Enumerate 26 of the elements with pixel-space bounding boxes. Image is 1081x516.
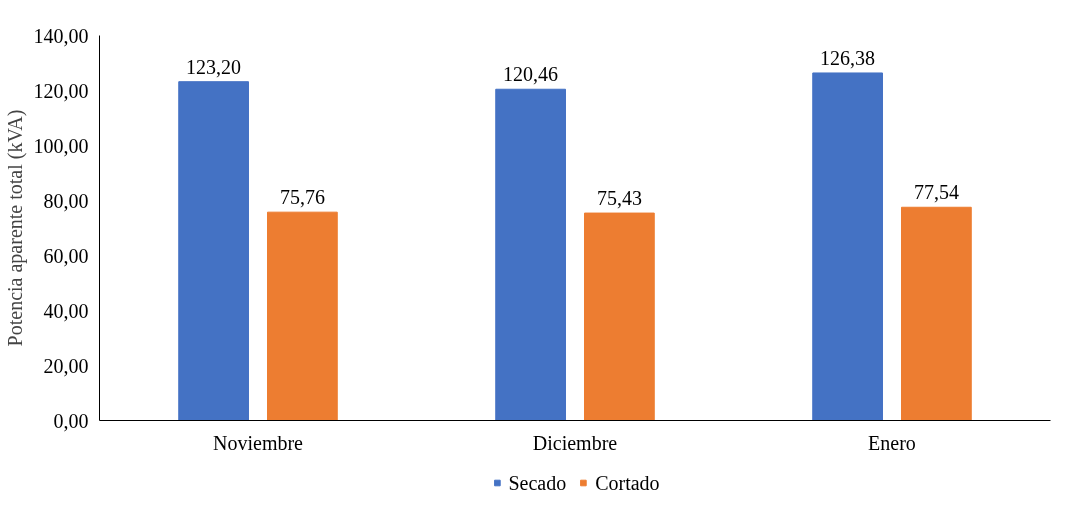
legend-label: Secado bbox=[508, 471, 567, 494]
data-label: 75,43 bbox=[596, 187, 642, 210]
bar bbox=[812, 72, 883, 421]
data-label: 126,38 bbox=[820, 46, 876, 69]
y-tick-label: 80,00 bbox=[43, 189, 89, 212]
bar bbox=[267, 211, 338, 421]
y-tick-label: 20,00 bbox=[43, 354, 89, 377]
legend-label: Cortado bbox=[595, 471, 660, 494]
y-tick-label: 120,00 bbox=[33, 79, 89, 102]
bar bbox=[901, 206, 972, 421]
y-axis-title: Potencia aparente total (kVA) bbox=[3, 109, 27, 347]
bar bbox=[495, 88, 566, 421]
bar bbox=[178, 81, 249, 421]
y-tick-label: 140,00 bbox=[33, 24, 89, 47]
y-tick-label: 100,00 bbox=[33, 134, 89, 157]
y-tick-label: 0,00 bbox=[53, 409, 89, 432]
x-tick-label: Diciembre bbox=[532, 431, 618, 454]
bar bbox=[584, 212, 655, 421]
y-tick-label: 60,00 bbox=[43, 244, 89, 267]
data-label: 123,20 bbox=[186, 55, 242, 78]
data-label: 75,76 bbox=[279, 186, 325, 209]
x-tick-label: Enero bbox=[868, 431, 916, 454]
y-tick-label: 40,00 bbox=[43, 299, 89, 322]
data-label: 120,46 bbox=[503, 63, 559, 86]
x-tick-label: Noviembre bbox=[213, 431, 304, 454]
data-label: 77,54 bbox=[913, 181, 959, 204]
